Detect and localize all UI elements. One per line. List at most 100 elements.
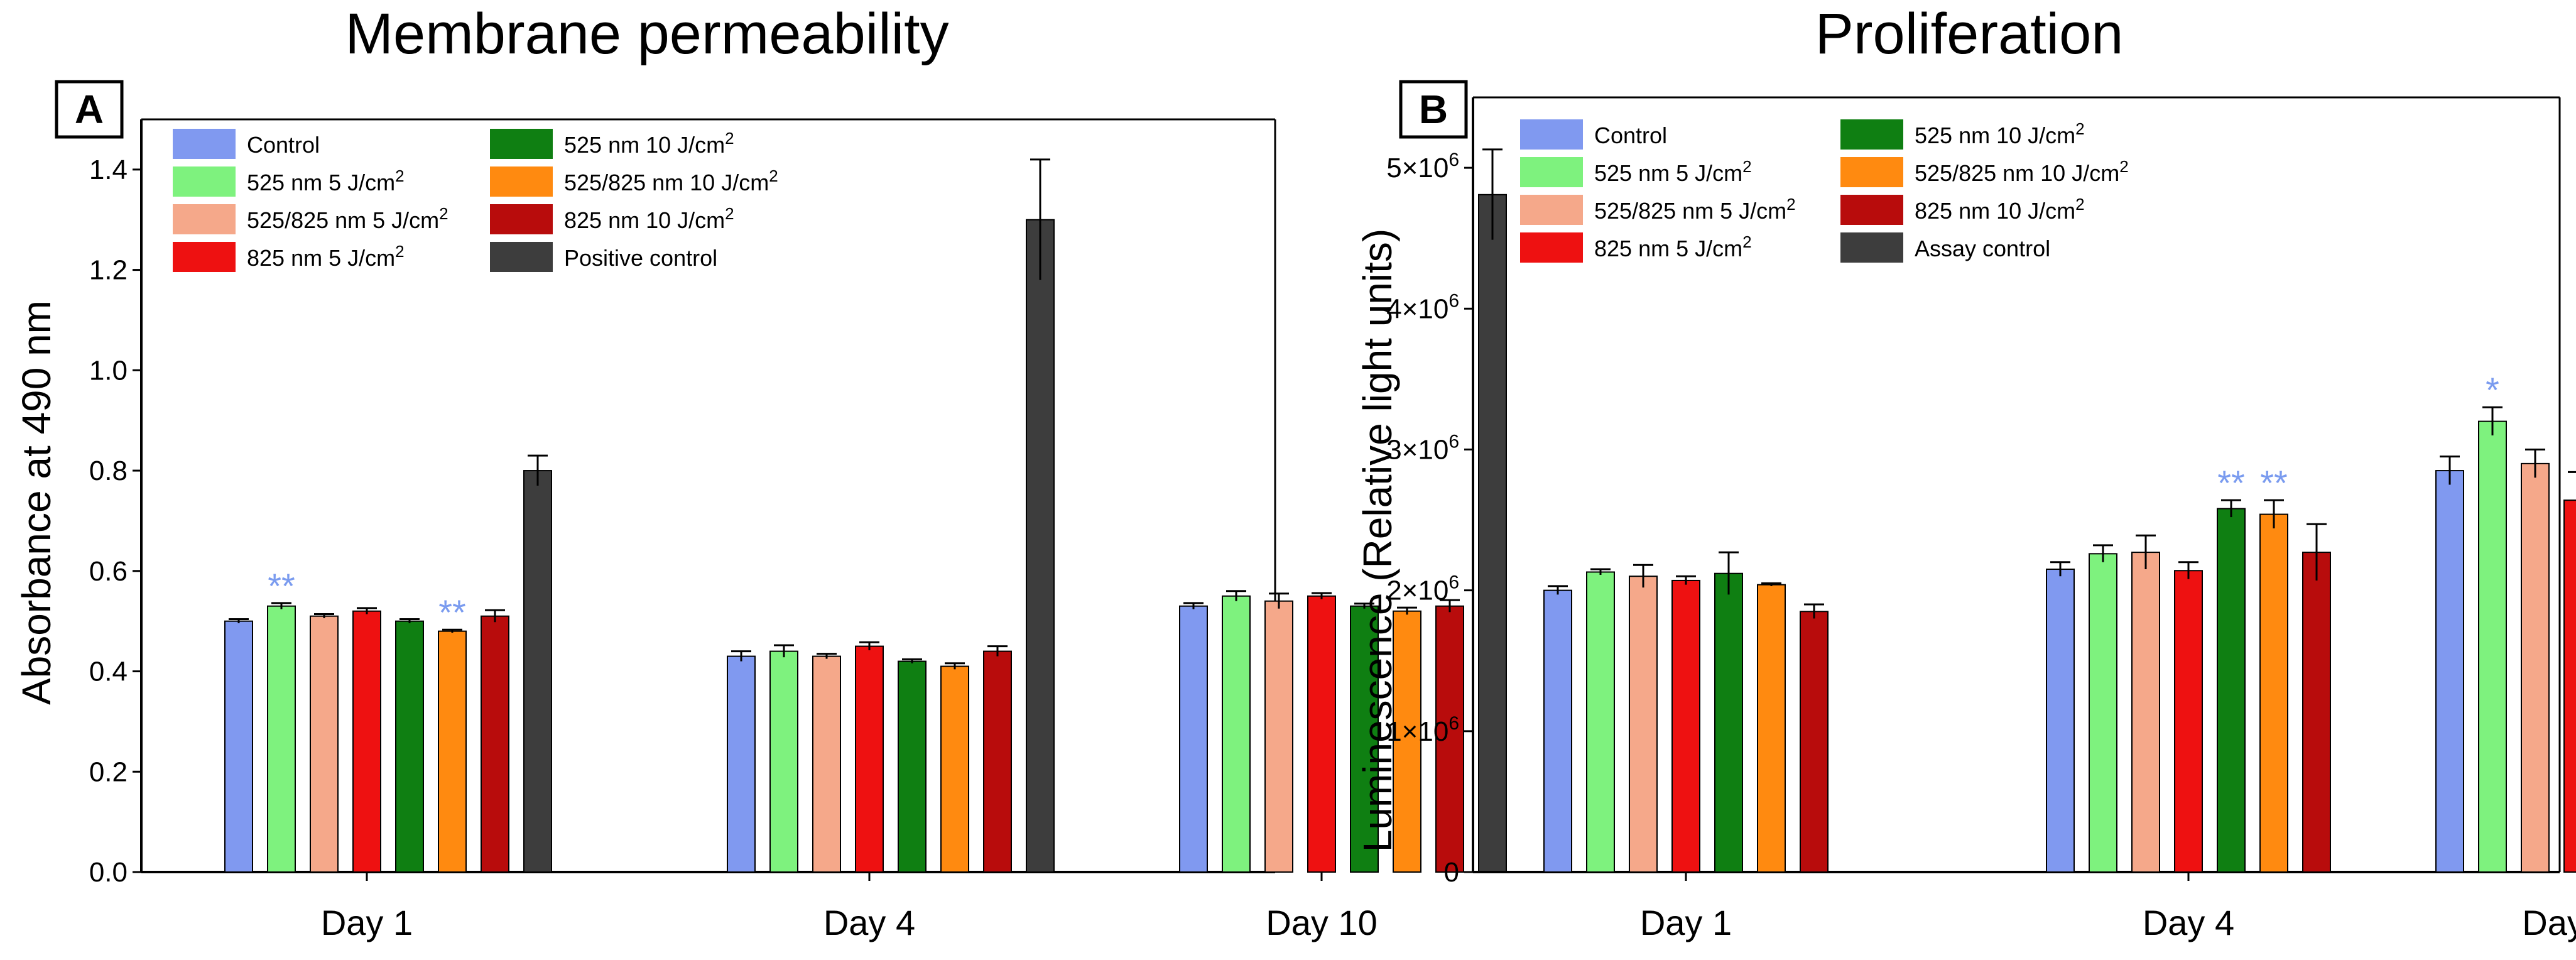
legend-item-525-nm-5-j-cm2: 525 nm 5 J/cm2: [1520, 157, 1752, 187]
legend-swatch: [490, 166, 553, 197]
bar-525-nm-5-j-cm2-day-1: [267, 605, 296, 873]
significance-star: **: [2260, 463, 2288, 503]
bar-control-day-1: [224, 620, 253, 873]
bar-525-825-nm-5-j-cm2-day-10: [1264, 600, 1293, 873]
legend-item-525-nm-5-j-cm2: 525 nm 5 J/cm2: [173, 166, 405, 197]
panel-letter-a: A: [75, 87, 104, 132]
x-tick-label: Day 1: [1640, 903, 1732, 942]
y-axis-label-b: Luminescence (Relative light units): [1355, 229, 1400, 852]
y-tick-label: 1×106: [1386, 713, 1459, 747]
bar-525-nm-10-j-cm2-day-1: [395, 620, 424, 873]
bar-525-825-nm-5-j-cm2-day-1: [310, 615, 339, 873]
legend-item-525-nm-10-j-cm2: 525 nm 10 J/cm2: [1840, 119, 2085, 150]
bar-525-nm-5-j-cm2-day-1: [1586, 571, 1615, 873]
legend-swatch: [1840, 157, 1903, 187]
legend-superscript: 2: [2075, 119, 2084, 138]
legend-item-control: Control: [173, 129, 320, 159]
x-tick-label: Day 10: [1266, 903, 1377, 942]
y-tick-label: 0.0: [89, 857, 128, 888]
legend-swatch: [1520, 119, 1583, 150]
bar-525-nm-5-j-cm2-day-10: [2478, 420, 2507, 873]
legend-swatch: [1520, 157, 1583, 187]
legend-label: 525/825 nm 10 J/cm2: [564, 166, 778, 195]
bar-positive-control-day-1: [523, 470, 552, 873]
bars-a: ** **: [224, 148, 1507, 873]
y-tick-label: 3×106: [1386, 431, 1459, 465]
legend-item-825-nm-5-j-cm2: 825 nm 5 J/cm2: [1520, 232, 1752, 263]
legend-swatch: [173, 242, 236, 272]
y-tick-label: 4×106: [1386, 290, 1459, 324]
bar-825-nm-5-j-cm2-day-4: [2174, 570, 2203, 873]
x-tick-label: Day 1: [321, 903, 413, 942]
bar-825-nm-10-j-cm2-day-1: [481, 615, 509, 873]
y-tick-label: 0.6: [89, 556, 128, 587]
legend-superscript: 2: [2075, 195, 2084, 214]
y-tick-label: 5×106: [1386, 150, 1459, 183]
panel-letter-b-box: B: [1399, 80, 1468, 139]
x-tick-label: Day 10: [2522, 903, 2576, 942]
legend-swatch: [490, 242, 553, 272]
legend-label: Assay control: [1915, 236, 2050, 261]
bar-825-nm-5-j-cm2-day-10: [2563, 499, 2576, 873]
x-tick-label: Day 4: [823, 903, 915, 942]
y-tick-label: 1.0: [89, 355, 128, 386]
y-tick-exponent: 6: [1448, 572, 1459, 593]
legend-item-525-825-nm-10-j-cm2: 525/825 nm 10 J/cm2: [1840, 157, 2129, 187]
legend-item-control: Control: [1520, 119, 1667, 150]
panel-a: Membrane permeability A Absorbance at 49…: [14, 2, 1507, 942]
legend-label: 825 nm 10 J/cm2: [1915, 195, 2085, 224]
legend-label: 525 nm 10 J/cm2: [1915, 119, 2085, 148]
legend-item-825-nm-10-j-cm2: 825 nm 10 J/cm2: [490, 204, 734, 234]
bar-525-825-nm-10-j-cm2-day-4: [2259, 513, 2288, 873]
legend-label: Control: [247, 132, 320, 158]
bar-control-day-10: [1179, 605, 1208, 873]
legend-item-825-nm-5-j-cm2: 825 nm 5 J/cm2: [173, 242, 405, 272]
panel-letter-b: B: [1419, 87, 1448, 132]
y-tick-label: 0.4: [89, 657, 128, 687]
significance-star: **: [438, 592, 466, 632]
bar-825-nm-10-j-cm2-day-10: [1435, 605, 1464, 873]
bar-825-nm-10-j-cm2-day-4: [983, 650, 1012, 873]
legend-superscript: 2: [769, 166, 778, 185]
legend-label: 525 nm 10 J/cm2: [564, 129, 734, 158]
bar-825-nm-5-j-cm2-day-4: [855, 645, 884, 873]
legend-label: 825 nm 5 J/cm2: [247, 242, 405, 271]
legend-label: 525 nm 5 J/cm2: [247, 166, 405, 195]
legend-swatch: [1840, 195, 1903, 225]
legend-swatch: [173, 204, 236, 234]
bar-525-nm-5-j-cm2-day-10: [1222, 595, 1251, 873]
y-axis-label-a: Absorbance at 490 nm: [14, 300, 59, 705]
legend-item-assay-control: Assay control: [1840, 232, 2050, 263]
panel-b: Proliferation B Luminescence (Relative l…: [1355, 2, 2576, 942]
significance-star: **: [268, 566, 295, 606]
bar-525-825-nm-5-j-cm2-day-10: [2521, 462, 2550, 873]
legend-swatch: [1840, 232, 1903, 263]
y-tick-label: 0: [1444, 857, 1459, 888]
bar-525-825-nm-5-j-cm2-day-1: [1629, 575, 1658, 873]
bar-positive-control-day-10: [1478, 194, 1507, 873]
bar-positive-control-day-4: [1026, 219, 1055, 873]
bar-control-day-4: [727, 655, 756, 873]
legend-swatch: [173, 166, 236, 197]
panel-letter-a-box: A: [55, 80, 124, 139]
bar-825-nm-5-j-cm2-day-1: [1671, 579, 1700, 873]
chart-title-b: Proliferation: [1815, 2, 2124, 66]
legend-item-525-825-nm-5-j-cm2: 525/825 nm 5 J/cm2: [1520, 195, 1796, 225]
y-tick-label: 1.2: [89, 255, 128, 286]
y-tick-label: 1.4: [89, 155, 128, 185]
bar-825-nm-10-j-cm2-day-1: [1800, 611, 1829, 873]
bar-525-825-nm-10-j-cm2-day-1: [1757, 584, 1786, 873]
legend-b: Control 525 nm 5 J/cm2 525/825 nm 5 J/cm2 8…: [1520, 119, 2129, 263]
legend-item-positive-control: Positive control: [490, 242, 717, 272]
bars-b: ** ***: [1543, 370, 2576, 873]
legend-item-825-nm-10-j-cm2: 825 nm 10 J/cm2: [1840, 195, 2085, 225]
legend-swatch: [1520, 195, 1583, 225]
bar-control-day-10: [2435, 470, 2464, 873]
legend-a: Control 525 nm 5 J/cm2 525/825 nm 5 J/cm2 8…: [173, 129, 778, 272]
chart-title-a: Membrane permeability: [345, 2, 948, 66]
legend-item-525-825-nm-5-j-cm2: 525/825 nm 5 J/cm2: [173, 204, 448, 234]
legend-superscript: 2: [1786, 195, 1795, 214]
legend-swatch: [1520, 232, 1583, 263]
y-tick-label: 0.2: [89, 756, 128, 787]
legend-superscript: 2: [439, 204, 448, 223]
